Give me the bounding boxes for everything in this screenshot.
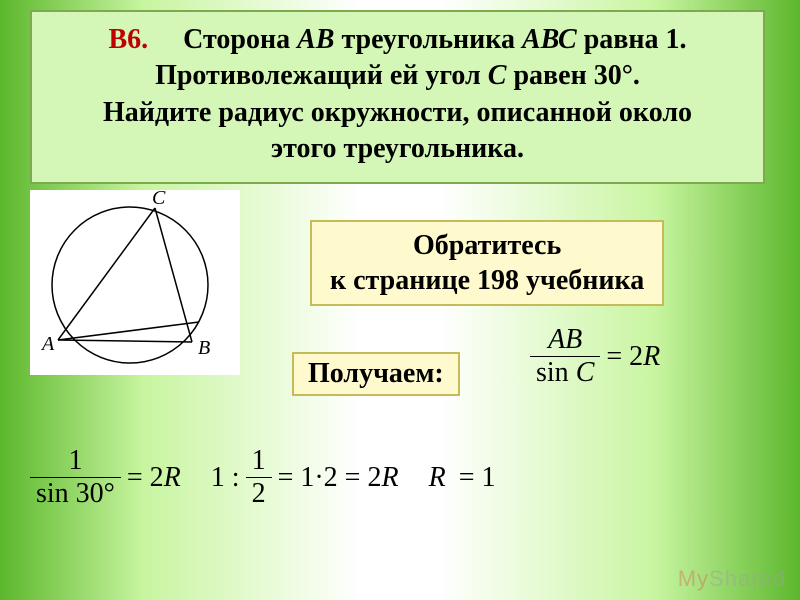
f3-mid: = 1·2 = 2R <box>278 462 399 494</box>
f3-lhs: 1 : <box>211 462 240 494</box>
problem-text-2a: Противолежащий ей угол <box>155 60 488 91</box>
vertex-b-label: B <box>198 337 210 359</box>
problem-line-3: Найдите радиус окружности, описанной око… <box>52 95 743 131</box>
problem-number: В6. <box>108 24 148 55</box>
f1-rhs: = 2R <box>606 341 660 373</box>
f3-denominator: 2 <box>246 477 272 510</box>
formula-solution-row: 1 sin 30° = 2R 1 : 1 2 = 1·2 = 2R R = 1 <box>30 445 770 510</box>
result-label-box: Получаем: <box>292 352 460 396</box>
f2-numerator: 1 <box>62 445 88 477</box>
hint-box: Обратитесь к странице 198 учебника <box>310 220 664 306</box>
problem-abc: АВС <box>522 24 577 55</box>
watermark: MyShared <box>678 566 786 592</box>
formula-step-2: 1 sin 30° = 2R <box>30 445 181 510</box>
formula-answer: R = 1 <box>429 462 496 494</box>
f2-denominator: sin 30° <box>30 477 121 510</box>
hint-line-1: Обратитесь <box>330 228 644 263</box>
watermark-my: My <box>678 566 709 591</box>
f2-rhs: = 2R <box>127 462 181 494</box>
problem-c: С <box>488 60 507 91</box>
result-label-text: Получаем: <box>308 358 444 389</box>
geometry-figure: A B C <box>30 190 240 375</box>
problem-text-2b: равен 30°. <box>506 60 639 91</box>
problem-line-2: Противолежащий ей угол С равен 30°. <box>52 58 743 94</box>
circle-triangle-diagram: A B C <box>30 190 240 375</box>
f1-numerator: AB <box>542 324 588 356</box>
formula-law-of-sines: AB sin C = 2R <box>530 324 660 389</box>
problem-text-1c: равна 1. <box>577 24 687 55</box>
vertex-a-label: A <box>40 333 55 355</box>
watermark-shared: Shared <box>709 566 786 591</box>
problem-line-1: В6. Сторона АВ треугольника АВС равна 1. <box>52 22 743 58</box>
problem-ab: АВ <box>297 24 334 55</box>
problem-text-1a: Сторона <box>183 24 297 55</box>
formula-step-3: 1 : 1 2 = 1·2 = 2R <box>211 445 399 510</box>
vertex-c-label: C <box>152 190 166 209</box>
problem-text-1b: треугольника <box>334 24 522 55</box>
problem-line-4: этого треугольника. <box>52 131 743 167</box>
f1-denominator: sin C <box>530 356 600 389</box>
hint-line-2: к странице 198 учебника <box>330 263 644 298</box>
f3-numerator: 1 <box>246 445 272 477</box>
problem-statement-box: В6. Сторона АВ треугольника АВС равна 1.… <box>30 10 765 184</box>
